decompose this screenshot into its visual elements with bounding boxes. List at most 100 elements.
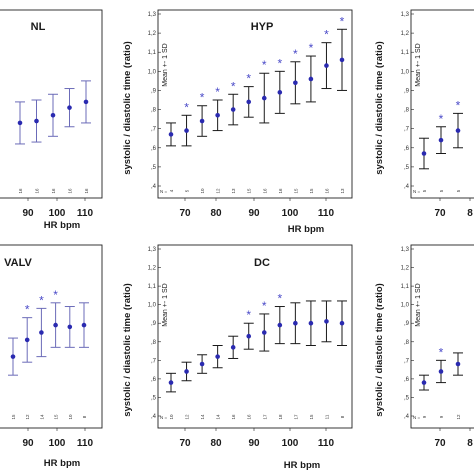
- panel-1-n-label: 16: [18, 188, 23, 194]
- panel-2-significance-star: *: [262, 58, 267, 72]
- panel-5-ytick-label: ,7: [151, 358, 157, 364]
- panel-4-significance-star: *: [39, 293, 44, 307]
- panel-2-mean-point: [168, 132, 174, 137]
- panel-2-significance-star: *: [231, 79, 236, 93]
- panel-2-xtick-label: 110: [318, 208, 335, 219]
- panel-5-significance-star: *: [262, 299, 267, 313]
- panel-3-y-axis-label: systolic / diastolic time (ratio): [374, 41, 385, 175]
- panel-5-n-label: 17: [262, 414, 267, 420]
- panel-2-frame: [157, 9, 353, 199]
- panel-5-frame: [157, 244, 353, 429]
- panel-5-xtick-label: 80: [210, 438, 222, 449]
- panel-4-n-label: 15: [54, 414, 59, 420]
- panel-4-x-axis-label: HR bpm: [44, 458, 80, 469]
- panel-4-significance-star: *: [25, 303, 30, 317]
- panel-1-xtick-label: 100: [49, 208, 66, 219]
- panel-5-ytick-label: 1,0: [148, 303, 157, 309]
- panel-2-n-label: 16: [324, 188, 329, 194]
- panel-6-ytick-label: ,6: [404, 377, 410, 383]
- panel-6-ytick-label: 1,0: [401, 303, 410, 309]
- panel-4-n-label: 15: [11, 414, 16, 420]
- panel-2-n-label: 16: [262, 188, 267, 194]
- panel-2-xtick-label: 70: [179, 208, 191, 219]
- panel-4-mean-point: [24, 337, 30, 343]
- panel-2-mean-point: [215, 112, 220, 118]
- panel-6-n-prefix: N =: [413, 415, 421, 420]
- panel-5-title: DC: [254, 257, 270, 269]
- panel-4-n-label: 12: [25, 414, 30, 420]
- panel-5-ytick-label: ,8: [151, 340, 157, 346]
- panel-5-xtick-label: 90: [248, 438, 260, 449]
- panel-1-n-label: 16: [84, 188, 89, 194]
- panel-1-n-label: 16: [68, 188, 73, 194]
- panel-1-mean-point: [50, 112, 56, 118]
- panel-1-mean-point: [34, 118, 39, 124]
- panel-1-mean-point: [17, 120, 23, 126]
- panel-2-ytick-label: 1,1: [148, 50, 157, 56]
- panel-5-y-axis-label: systolic / diastolic time (ratio): [122, 283, 133, 417]
- panel-6-significance-star: *: [439, 345, 444, 359]
- panel-5-ytick-label: 1,2: [148, 266, 157, 272]
- panel-3-ytick-label: ,8: [404, 108, 410, 114]
- panel-3-n-prefix: N =: [413, 189, 421, 194]
- panel-3-ytick-label: ,7: [404, 127, 410, 133]
- panel-6-ytick-label: ,9: [404, 321, 410, 327]
- panel-3-xtick-label: 8: [467, 208, 473, 219]
- panel-5-n-label: 16: [247, 414, 252, 420]
- panel-2-n-label: 13: [231, 188, 236, 194]
- panel-4-xtick-label: 110: [77, 438, 94, 449]
- panel-4-n-label: 10: [68, 414, 73, 420]
- panel-1-title: NL: [31, 21, 46, 33]
- panel-5-mean-point: [261, 330, 267, 335]
- panel-5-mean-point: [215, 354, 220, 359]
- panel-5-n-label: 14: [200, 414, 205, 420]
- panel-4-xtick-label: 90: [22, 438, 34, 449]
- panel-5-mean-point: [168, 380, 174, 385]
- panel-3-significance-star: *: [456, 98, 461, 112]
- panel-6-xtick-label: 70: [434, 438, 446, 449]
- panel-6-mean-sd-note: Mean +- 1 SD: [415, 283, 422, 326]
- panel-6-ytick-label: 1,1: [401, 284, 410, 290]
- panel-4-mean-point: [81, 322, 87, 328]
- panel-2-n-prefix: N =: [160, 189, 168, 194]
- panel-1-n-label: 16: [51, 188, 56, 194]
- panel-2-n-label: 4: [169, 189, 174, 192]
- panel-3-mean-point: [438, 137, 444, 143]
- panel-2-xtick-label: 80: [210, 208, 222, 219]
- panel-3-ytick-label: 1,1: [401, 50, 410, 56]
- panel-4-mean-point: [39, 330, 44, 335]
- panel-2-n-label: 12: [216, 188, 221, 194]
- panel-5-n-label: 8: [340, 415, 345, 418]
- panel-2-ytick-label: ,7: [151, 127, 157, 133]
- panel-5-mean-point: [230, 345, 236, 350]
- panel-5-mean-point: [277, 322, 283, 328]
- panel-2-mean-point: [277, 90, 283, 95]
- panel-4-frame: [0, 244, 103, 429]
- panel-5-n-label: 14: [216, 414, 221, 420]
- panel-6-n-label: 12: [456, 414, 461, 420]
- panel-2-significance-star: *: [309, 41, 314, 55]
- panel-2-significance-star: *: [246, 72, 251, 86]
- panel-2-mean-point: [261, 95, 267, 101]
- panel-2-n-label: 13: [340, 188, 345, 194]
- panel-5-xtick-label: 100: [282, 438, 299, 449]
- panel-2-mean-point: [230, 107, 236, 112]
- panel-2-ytick-label: 1,0: [148, 69, 157, 75]
- panel-2-ytick-label: 1,3: [148, 12, 157, 18]
- panel-5-mean-point: [184, 369, 189, 374]
- panel-6-n-label: 9: [439, 415, 444, 418]
- panel-2-ytick-label: ,9: [151, 88, 157, 94]
- panel-5-mean-point: [308, 320, 314, 326]
- panel-3-mean-point: [455, 128, 461, 133]
- panel-4-n-label: 14: [39, 414, 44, 420]
- panel-4-mean-point: [67, 324, 73, 330]
- panel-4-n-label: 8: [82, 415, 87, 418]
- panel-2-x-axis-label: HR bpm: [288, 224, 324, 235]
- panel-2-n-label: 5: [185, 189, 190, 192]
- panel-3-xtick-label: 70: [434, 208, 446, 219]
- panel-3-frame: [410, 9, 474, 199]
- panel-2-n-label: 15: [247, 188, 252, 194]
- panel-6-ytick-label: ,7: [404, 358, 410, 364]
- panel-2-mean-sd-note: Mean +- 1 SD: [162, 43, 169, 86]
- panel-5-ytick-label: ,6: [151, 377, 157, 383]
